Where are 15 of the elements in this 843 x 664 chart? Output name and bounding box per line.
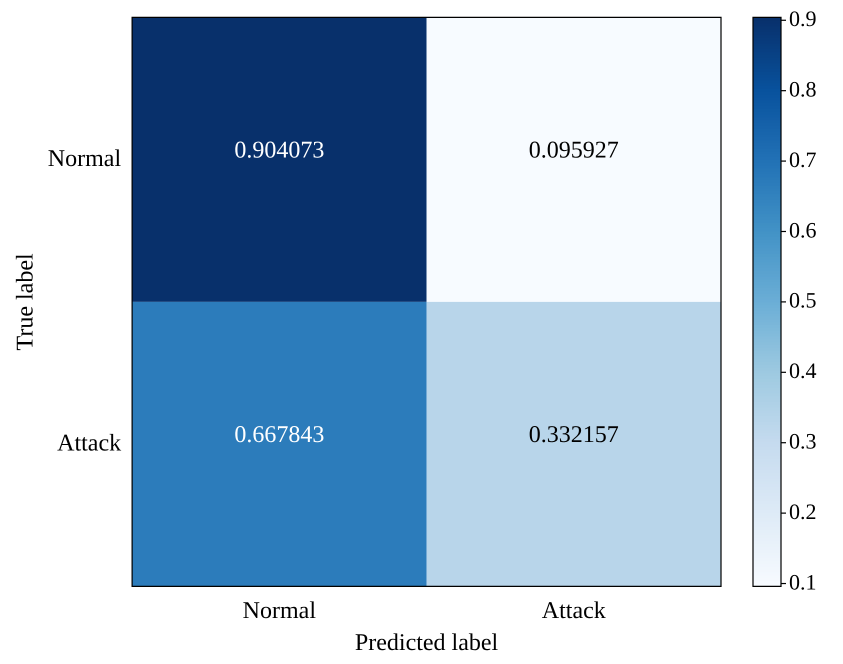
data-label: 0.332157 (528, 422, 619, 448)
y-axis-title: True label (12, 253, 39, 350)
color-bar-label: 0.9 (789, 6, 816, 32)
x-axis-title: Predicted label (354, 630, 499, 656)
data-label: 0.904073 (234, 137, 324, 164)
color-bar-label: 0.5 (789, 288, 816, 313)
color-bar-label: 0.1 (789, 569, 816, 594)
data-label: 0.667843 (234, 422, 324, 448)
color-bar-label: 0.3 (789, 428, 816, 454)
color-bar-label: 0.4 (789, 358, 816, 384)
color-bar-label: 0.2 (789, 498, 816, 524)
color-bar-label: 0.6 (789, 217, 816, 242)
color-bar-label: 0.7 (789, 146, 816, 172)
data-label: 0.095927 (528, 137, 619, 164)
color-bar-label: 0.8 (789, 76, 816, 102)
